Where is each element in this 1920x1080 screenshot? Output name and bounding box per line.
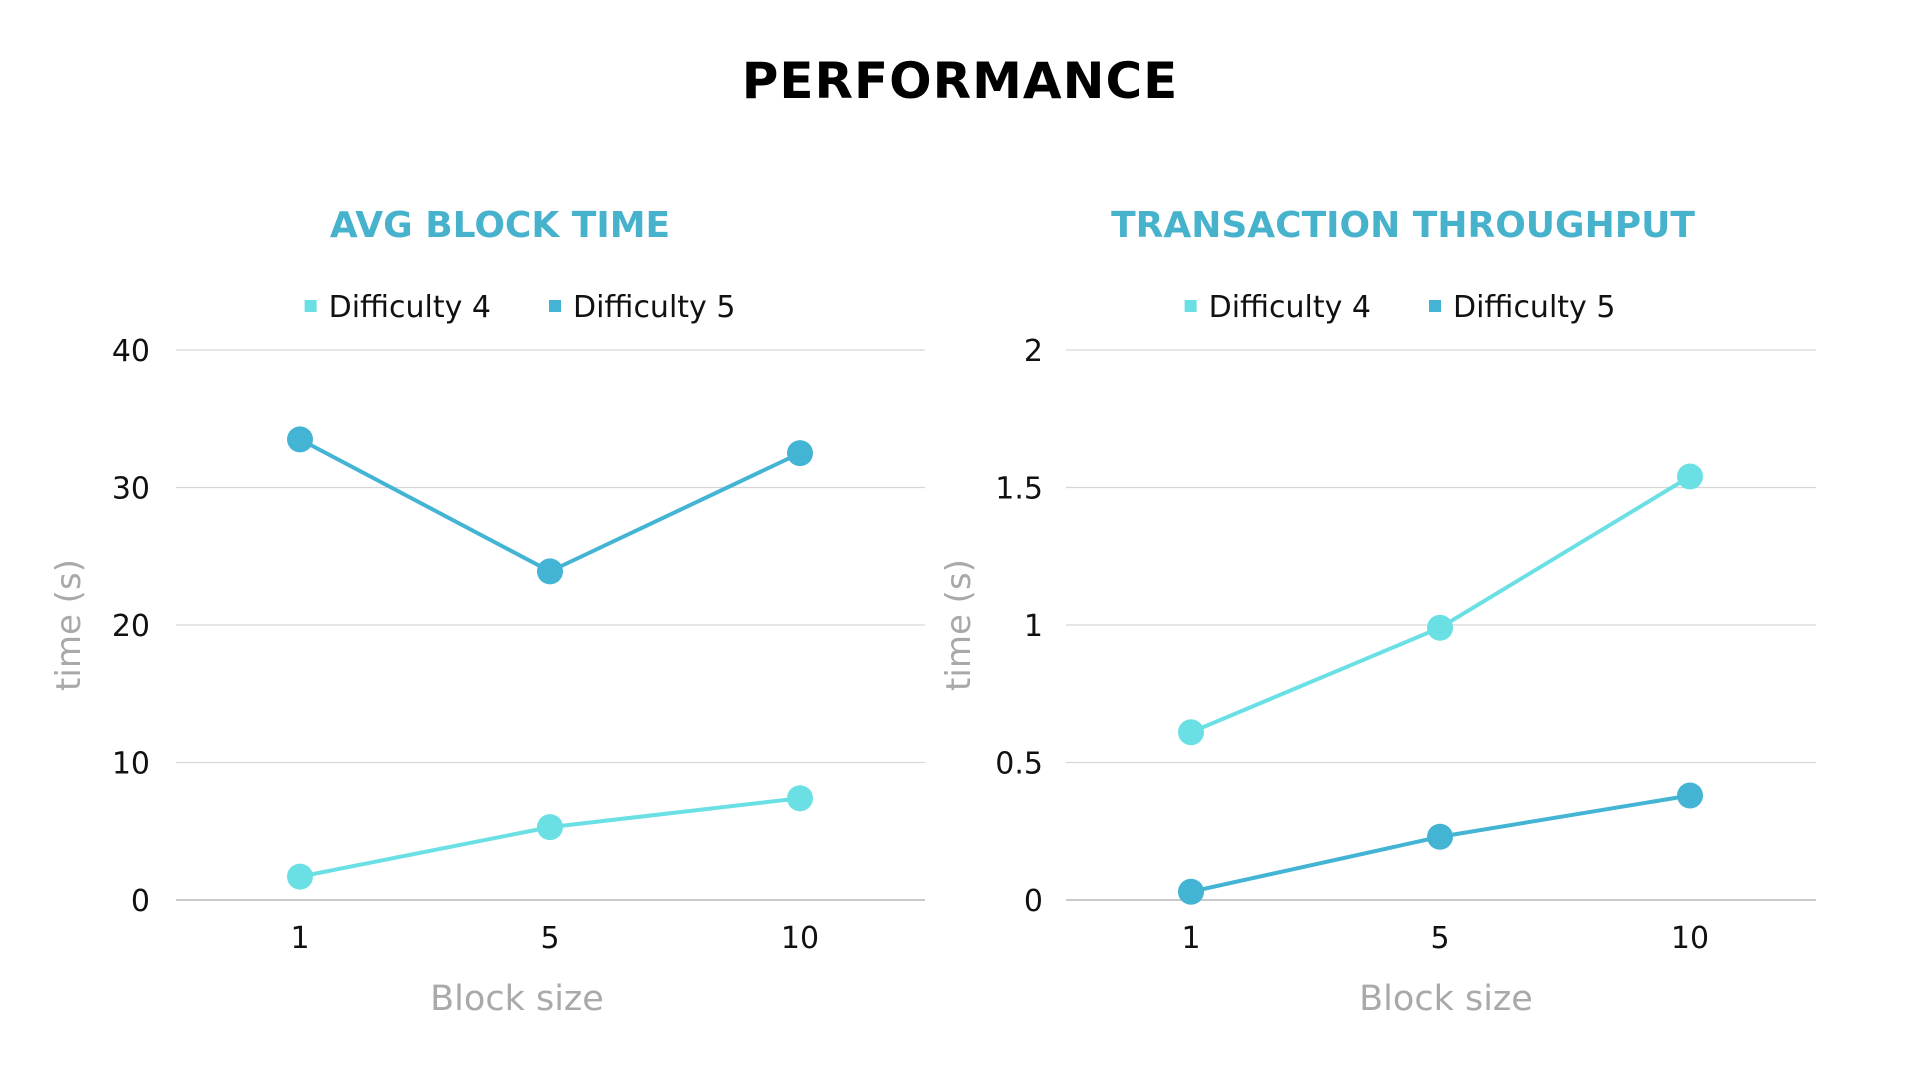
data-point bbox=[537, 558, 563, 585]
data-point bbox=[1677, 782, 1703, 809]
data-point bbox=[1427, 614, 1453, 641]
y-axis-label: time (s) bbox=[49, 559, 89, 691]
data-point bbox=[537, 814, 563, 841]
legend-marker bbox=[1184, 300, 1197, 312]
y-tick-label: 30 bbox=[112, 472, 150, 507]
x-axis-label: Block size bbox=[430, 979, 604, 1019]
data-point bbox=[787, 785, 813, 812]
y-tick-label: 40 bbox=[112, 334, 150, 369]
page-title: PERFORMANCE bbox=[741, 52, 1179, 110]
legend-label: Difficulty 4 bbox=[329, 290, 491, 325]
data-point bbox=[1178, 878, 1204, 905]
y-tick-label: 20 bbox=[112, 609, 150, 644]
x-tick-label: 5 bbox=[1430, 921, 1449, 956]
series-line-difficulty-5 bbox=[299, 437, 801, 574]
y-axis-label: time (s) bbox=[939, 559, 979, 691]
y-tick-label: 0 bbox=[1024, 884, 1043, 919]
y-tick-label: 0 bbox=[131, 884, 150, 919]
y-tick-label: 1 bbox=[1024, 609, 1043, 644]
legend-marker bbox=[549, 300, 561, 312]
chart-title: AVG BLOCK TIME bbox=[330, 205, 670, 246]
data-point bbox=[787, 440, 813, 467]
legend-marker bbox=[304, 300, 317, 312]
x-tick-label: 10 bbox=[1671, 921, 1709, 956]
data-point bbox=[1178, 719, 1204, 746]
legend-label: Difficulty 5 bbox=[1453, 290, 1615, 325]
y-tick-label: 1.5 bbox=[995, 472, 1043, 507]
y-tick-label: 10 bbox=[112, 747, 150, 782]
series-line-difficulty-4 bbox=[1190, 474, 1692, 735]
x-axis-label: Block size bbox=[1359, 979, 1533, 1019]
x-tick-label: 5 bbox=[540, 921, 559, 956]
legend-label: Difficulty 4 bbox=[1209, 290, 1371, 325]
data-point bbox=[1677, 463, 1703, 490]
x-tick-label: 10 bbox=[781, 921, 819, 956]
legend-marker bbox=[1429, 300, 1441, 312]
chart-title: TRANSACTION THROUGHPUT bbox=[1111, 205, 1695, 246]
y-tick-label: 2 bbox=[1024, 334, 1043, 369]
x-tick-label: 1 bbox=[1181, 921, 1200, 956]
y-tick-label: 0.5 bbox=[995, 747, 1043, 782]
data-point bbox=[1427, 823, 1453, 850]
data-point bbox=[287, 426, 313, 453]
legend-label: Difficulty 5 bbox=[573, 290, 735, 325]
data-point bbox=[287, 863, 313, 890]
x-tick-label: 1 bbox=[290, 921, 309, 956]
